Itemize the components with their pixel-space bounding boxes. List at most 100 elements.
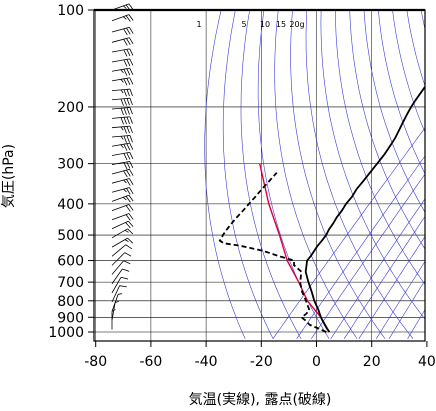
wind-barb-shaft xyxy=(111,58,130,63)
wind-barb-flag xyxy=(120,108,124,116)
mixing-ratio-labels: 1 5 10 15 20g xyxy=(196,20,304,29)
wind-barb-flag xyxy=(129,125,133,134)
wind-barb-shaft xyxy=(111,285,120,303)
wind-barb xyxy=(111,268,130,284)
y-tick-label: 700 xyxy=(57,275,84,291)
wind-barb xyxy=(111,14,134,22)
wind-barb-shaft xyxy=(111,67,130,72)
wind-barb xyxy=(111,237,134,248)
wind-barb-flag xyxy=(129,135,133,143)
y-tick-label: 500 xyxy=(57,228,84,244)
x-tick-label: 40 xyxy=(418,354,436,370)
wind-barb-flag xyxy=(126,179,131,186)
mixing-ratio-line xyxy=(343,215,425,339)
wind-barb xyxy=(111,125,133,134)
wind-barb-flag xyxy=(123,5,127,9)
mixing-ratio-line xyxy=(296,155,425,339)
wind-barb-flag xyxy=(123,170,128,178)
mixing-ratio-line xyxy=(376,260,425,339)
wind-barb-flag xyxy=(125,205,131,212)
wind-barb xyxy=(111,309,116,330)
y-tick-label: 1000 xyxy=(48,325,84,341)
wind-barb xyxy=(111,135,133,143)
mixing-ratio-line xyxy=(272,127,425,339)
wind-barb-shaft xyxy=(111,26,130,33)
wind-barb-flag xyxy=(129,169,134,176)
wind-barb-flag xyxy=(129,67,134,75)
wind-barb-flag xyxy=(126,143,131,151)
wind-barb-flag xyxy=(120,98,124,106)
wind-barb-layer xyxy=(111,3,134,330)
wind-barb-shaft xyxy=(111,268,123,284)
wind-barb-shaft xyxy=(111,220,129,230)
wind-barb-flag xyxy=(127,237,134,244)
wind-barb-flag xyxy=(123,98,127,106)
wind-barb-flag xyxy=(125,15,131,22)
wind-barb xyxy=(111,276,129,294)
wind-barb-flag xyxy=(129,88,133,97)
wind-barb-flag xyxy=(126,135,130,143)
wind-barb-flag xyxy=(126,49,131,57)
wind-barb-flag xyxy=(128,195,134,202)
wind-barb-flag xyxy=(124,252,132,257)
dry-adiabat-line xyxy=(305,10,414,339)
wind-barb-flag xyxy=(126,116,130,124)
wind-barb-flag xyxy=(120,144,124,149)
wind-barb-flag xyxy=(120,117,124,125)
wind-barb-flag xyxy=(123,126,127,134)
wind-barb xyxy=(111,228,134,239)
wind-barb xyxy=(111,77,134,86)
x-tick-label: -80 xyxy=(84,354,107,370)
x-tick-label: 0 xyxy=(312,354,321,370)
dewpoint-series-line xyxy=(218,172,327,333)
wind-barb-flag xyxy=(120,136,124,140)
dry-adiabat-line xyxy=(335,10,425,285)
wind-barb-flag xyxy=(125,214,131,221)
wind-barb xyxy=(111,244,133,257)
wind-barb-flag xyxy=(123,135,127,143)
wind-barb-flag xyxy=(129,98,133,106)
wind-barb-flag xyxy=(129,27,134,34)
wind-barb xyxy=(111,97,133,106)
wind-barb-flag xyxy=(126,89,130,97)
wind-barb-flag xyxy=(125,222,131,229)
wind-barb xyxy=(111,37,134,46)
wind-barb-flag xyxy=(120,126,124,131)
wind-barb-flag xyxy=(123,59,128,67)
mixing-ratio-label: 20g xyxy=(289,20,304,29)
wind-barb xyxy=(111,142,134,151)
x-tick-label: -20 xyxy=(250,354,273,370)
wind-barb-flag xyxy=(129,187,134,194)
wind-barb xyxy=(111,67,134,76)
wind-barb-flag xyxy=(126,98,130,106)
wind-barb xyxy=(111,300,120,321)
mixing-ratio-line xyxy=(330,198,425,339)
wind-barb-flag xyxy=(128,204,134,211)
wind-barb-shaft xyxy=(111,77,130,82)
x-axis-label: 気温(実線), 露点(破線) xyxy=(189,392,332,408)
parcel-path-line xyxy=(259,163,331,333)
wind-barb xyxy=(111,107,133,116)
y-axis-label: 気圧(hPa) xyxy=(1,144,17,208)
wind-barb-flag xyxy=(123,28,128,36)
wind-barb-flag xyxy=(123,49,128,57)
wind-barb xyxy=(111,178,134,186)
wind-barb-shaft xyxy=(111,277,122,294)
wind-barb-flag xyxy=(122,268,130,272)
wind-barb-flag xyxy=(128,14,134,21)
wind-barb-flag xyxy=(118,293,123,295)
wind-barb-shaft xyxy=(111,252,126,266)
wind-barb xyxy=(111,151,134,161)
temperature-series-line xyxy=(304,85,425,333)
wind-barb-flag xyxy=(123,144,128,151)
wind-barb xyxy=(111,26,134,36)
wind-barb-flag xyxy=(129,116,133,124)
wind-barb xyxy=(111,252,132,266)
wind-barb-flag xyxy=(126,169,131,177)
x-tick-label: 20 xyxy=(363,354,381,370)
wind-barb-flag xyxy=(123,260,131,265)
wind-barb-flag xyxy=(126,27,131,35)
wind-barb-flag xyxy=(129,161,134,169)
